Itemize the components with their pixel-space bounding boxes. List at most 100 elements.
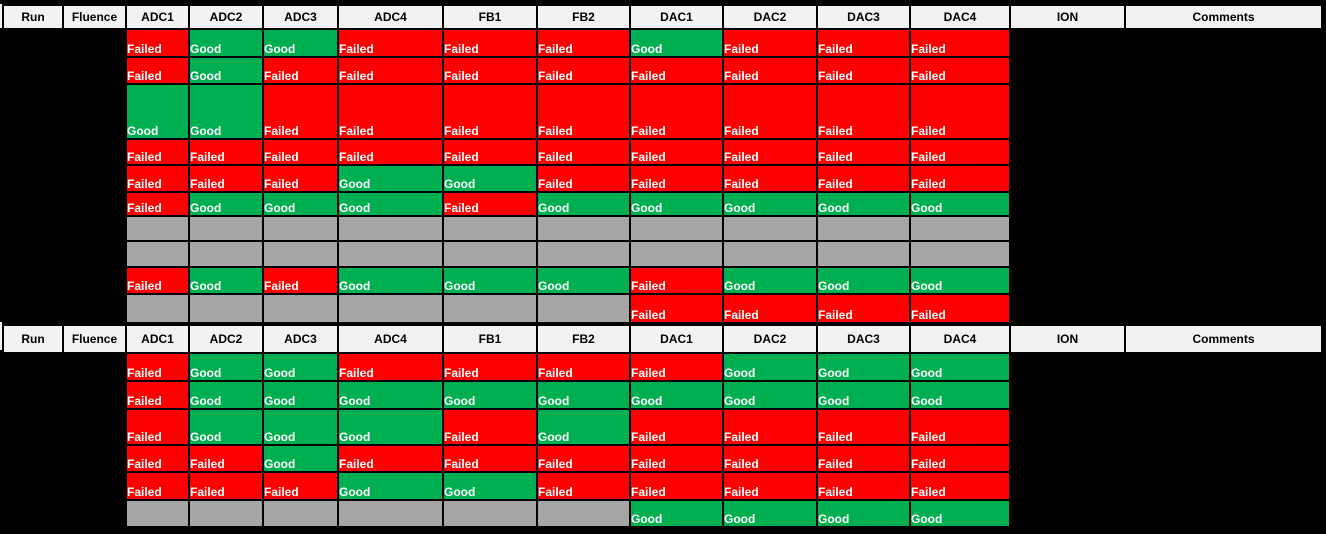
- cell-adc4[interactable]: [337, 240, 444, 268]
- cell-adc2[interactable]: Failed: [188, 138, 264, 166]
- cell-dac1[interactable]: Failed: [629, 138, 724, 166]
- column-header-dac1[interactable]: DAC1: [629, 4, 724, 30]
- cell-dac4[interactable]: Failed: [909, 164, 1011, 193]
- cell-dac1[interactable]: [629, 215, 724, 242]
- cell-fb2[interactable]: [536, 240, 631, 268]
- cell-adc4[interactable]: Good: [337, 266, 444, 295]
- cell-adc2[interactable]: Good: [188, 191, 264, 217]
- cell-dac1[interactable]: [629, 240, 724, 268]
- cell-fb2[interactable]: Failed: [536, 138, 631, 166]
- cell-adc4[interactable]: Good: [337, 191, 444, 217]
- cell-adc1[interactable]: Failed: [125, 138, 190, 166]
- cell-fb2[interactable]: [536, 215, 631, 242]
- cell-fb1[interactable]: Failed: [442, 138, 538, 166]
- cell-adc2[interactable]: Failed: [188, 444, 264, 473]
- cell-dac4[interactable]: Failed: [909, 293, 1011, 324]
- cell-fb1[interactable]: Failed: [442, 408, 538, 446]
- cell-dac3[interactable]: Failed: [816, 444, 911, 473]
- cell-adc2[interactable]: Good: [188, 28, 264, 58]
- cell-dac2[interactable]: Good: [722, 499, 818, 528]
- cell-dac4[interactable]: Failed: [909, 83, 1011, 140]
- cell-adc4[interactable]: Failed: [337, 56, 444, 85]
- cell-adc3[interactable]: Good: [262, 352, 339, 382]
- cell-adc2[interactable]: Good: [188, 352, 264, 382]
- cell-dac3[interactable]: Good: [816, 380, 911, 410]
- column-header-adc3[interactable]: ADC3: [262, 4, 339, 30]
- column-header-adc2[interactable]: ADC2: [188, 4, 264, 30]
- cell-adc1[interactable]: Failed: [125, 266, 190, 295]
- cell-adc3[interactable]: Good: [262, 444, 339, 473]
- cell-fb1[interactable]: Good: [442, 471, 538, 501]
- cell-dac3[interactable]: Failed: [816, 56, 911, 85]
- cell-adc2[interactable]: [188, 499, 264, 528]
- cell-fb2[interactable]: Good: [536, 380, 631, 410]
- cell-adc3[interactable]: Failed: [262, 138, 339, 166]
- column-header-run[interactable]: Run: [2, 324, 64, 354]
- cell-adc1[interactable]: [125, 240, 190, 268]
- cell-adc3[interactable]: [262, 293, 339, 324]
- cell-adc2[interactable]: Good: [188, 83, 264, 140]
- cell-fb1[interactable]: [442, 215, 538, 242]
- cell-dac3[interactable]: Failed: [816, 408, 911, 446]
- cell-adc1[interactable]: Failed: [125, 408, 190, 446]
- cell-adc2[interactable]: Good: [188, 56, 264, 85]
- cell-adc4[interactable]: [337, 499, 444, 528]
- cell-fb2[interactable]: Good: [536, 408, 631, 446]
- cell-adc1[interactable]: Good: [125, 83, 190, 140]
- cell-adc1[interactable]: Failed: [125, 164, 190, 193]
- cell-fb1[interactable]: Failed: [442, 191, 538, 217]
- column-header-dac4[interactable]: DAC4: [909, 324, 1011, 354]
- cell-dac2[interactable]: [722, 240, 818, 268]
- cell-fb2[interactable]: Failed: [536, 352, 631, 382]
- column-header-dac2[interactable]: DAC2: [722, 324, 818, 354]
- cell-adc3[interactable]: Failed: [262, 83, 339, 140]
- column-header-adc1[interactable]: ADC1: [125, 324, 190, 354]
- cell-dac4[interactable]: Failed: [909, 471, 1011, 501]
- cell-dac4[interactable]: [909, 240, 1011, 268]
- cell-fb2[interactable]: Failed: [536, 471, 631, 501]
- cell-dac2[interactable]: Good: [722, 266, 818, 295]
- cell-adc3[interactable]: [262, 215, 339, 242]
- cell-fb1[interactable]: [442, 499, 538, 528]
- cell-fb2[interactable]: Failed: [536, 164, 631, 193]
- cell-adc1[interactable]: Failed: [125, 191, 190, 217]
- column-header-comments[interactable]: Comments: [1124, 324, 1323, 354]
- cell-fb1[interactable]: Failed: [442, 56, 538, 85]
- cell-dac1[interactable]: Failed: [629, 352, 724, 382]
- cell-dac2[interactable]: Failed: [722, 471, 818, 501]
- cell-dac3[interactable]: Failed: [816, 293, 911, 324]
- cell-dac1[interactable]: Failed: [629, 164, 724, 193]
- cell-dac3[interactable]: Good: [816, 352, 911, 382]
- cell-adc3[interactable]: Good: [262, 408, 339, 446]
- cell-dac1[interactable]: Good: [629, 28, 724, 58]
- cell-adc3[interactable]: [262, 240, 339, 268]
- column-header-dac3[interactable]: DAC3: [816, 324, 911, 354]
- cell-fb1[interactable]: Good: [442, 380, 538, 410]
- cell-fb1[interactable]: Good: [442, 164, 538, 193]
- column-header-run[interactable]: Run: [2, 4, 64, 30]
- cell-adc4[interactable]: Failed: [337, 138, 444, 166]
- column-header-adc4[interactable]: ADC4: [337, 4, 444, 30]
- cell-adc3[interactable]: Good: [262, 380, 339, 410]
- column-header-dac1[interactable]: DAC1: [629, 324, 724, 354]
- cell-dac1[interactable]: Good: [629, 380, 724, 410]
- cell-dac3[interactable]: [816, 240, 911, 268]
- cell-dac1[interactable]: Failed: [629, 408, 724, 446]
- cell-adc1[interactable]: [125, 215, 190, 242]
- cell-dac4[interactable]: Good: [909, 352, 1011, 382]
- cell-dac2[interactable]: Good: [722, 191, 818, 217]
- cell-adc4[interactable]: Good: [337, 164, 444, 193]
- cell-adc4[interactable]: Good: [337, 471, 444, 501]
- cell-dac3[interactable]: Good: [816, 266, 911, 295]
- cell-fb2[interactable]: Failed: [536, 28, 631, 58]
- column-header-adc2[interactable]: ADC2: [188, 324, 264, 354]
- column-header-adc1[interactable]: ADC1: [125, 4, 190, 30]
- cell-dac3[interactable]: Failed: [816, 138, 911, 166]
- cell-adc2[interactable]: Failed: [188, 471, 264, 501]
- cell-adc2[interactable]: Good: [188, 380, 264, 410]
- cell-dac1[interactable]: Good: [629, 499, 724, 528]
- cell-fb2[interactable]: Good: [536, 266, 631, 295]
- cell-fb2[interactable]: Failed: [536, 83, 631, 140]
- cell-adc3[interactable]: Failed: [262, 471, 339, 501]
- cell-fb2[interactable]: [536, 499, 631, 528]
